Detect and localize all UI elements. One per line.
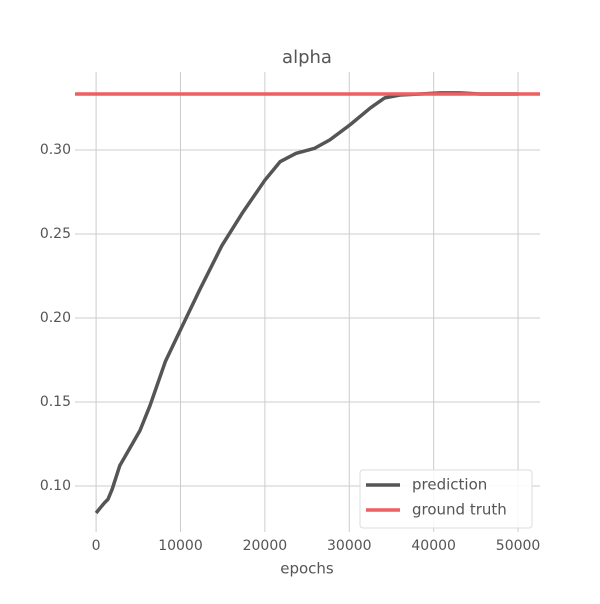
chart-title: alpha [282, 47, 332, 68]
legend: prediction ground truth [359, 469, 533, 529]
grid [75, 72, 540, 532]
x-tick-label: 10000 [158, 538, 203, 554]
y-tick-label: 0.15 [40, 394, 71, 410]
prediction-line [94, 91, 519, 515]
y-tick-label: 0.10 [40, 478, 71, 494]
x-tick-label: 30000 [327, 538, 372, 554]
legend-box [359, 469, 533, 529]
plot-area [75, 91, 540, 515]
x-tick-label: 20000 [243, 538, 288, 554]
x-tick-label: 40000 [411, 538, 456, 554]
legend-label: ground truth [412, 501, 507, 519]
x-axis-label: epochs [280, 560, 334, 578]
legend-label: prediction [412, 476, 487, 494]
x-tick-label: 0 [92, 538, 101, 554]
x-tick-label: 50000 [496, 538, 541, 554]
y-tick-label: 0.25 [40, 226, 71, 242]
y-tick-label: 0.20 [40, 310, 71, 326]
y-tick-label: 0.30 [40, 142, 71, 158]
